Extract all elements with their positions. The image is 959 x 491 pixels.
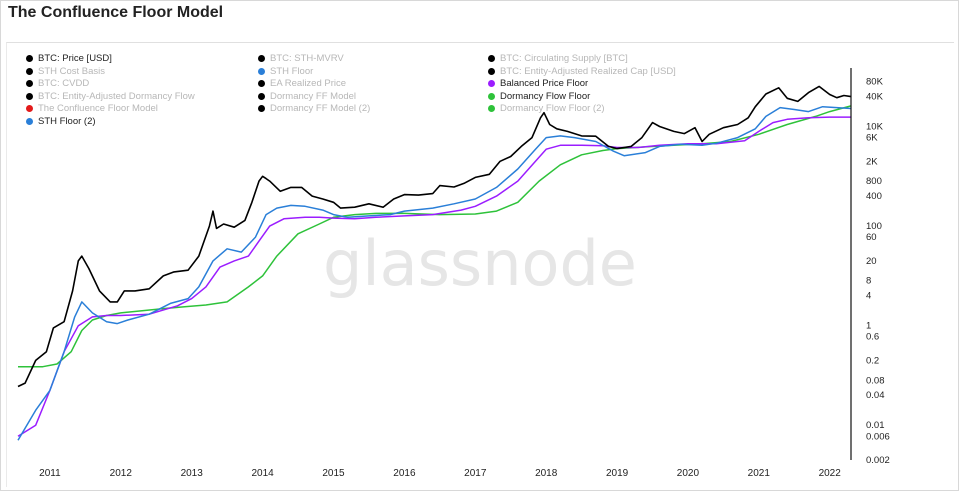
y-tick-label: 0.002 bbox=[866, 455, 890, 466]
legend-dot-icon bbox=[26, 92, 33, 100]
series-line-0 bbox=[17, 85, 852, 388]
series-line-1 bbox=[17, 116, 851, 437]
y-tick-label: 60 bbox=[866, 232, 877, 243]
legend-dot-icon bbox=[488, 55, 495, 62]
legend-label: Balanced Price Floor bbox=[500, 78, 589, 89]
legend-item[interactable]: Dormancy FF Model (2) bbox=[258, 103, 370, 114]
legend-label: BTC: Price [USD] bbox=[38, 53, 112, 64]
legend-label: STH Cost Basis bbox=[38, 65, 106, 77]
y-tick-label: 400 bbox=[866, 191, 882, 202]
legend-label: BTC: Entity-Adjusted Dormancy Flow bbox=[38, 90, 195, 102]
x-tick-label: 2019 bbox=[606, 468, 629, 479]
y-tick-label: 2K bbox=[866, 156, 878, 167]
x-tick-label: 2016 bbox=[393, 468, 416, 479]
legend-dot-icon bbox=[258, 67, 265, 75]
watermark: glassnode bbox=[323, 227, 637, 300]
legend-dot-icon bbox=[258, 92, 265, 100]
legend-dot-icon bbox=[26, 80, 33, 87]
legend-item[interactable]: BTC: STH-MVRV bbox=[258, 53, 344, 64]
legend-label: BTC: Circulating Supply [BTC] bbox=[500, 53, 628, 64]
x-tick-label: 2015 bbox=[322, 468, 345, 479]
y-tick-label: 80K bbox=[866, 77, 884, 88]
legend-dot-icon bbox=[26, 105, 33, 112]
legend-dot-icon bbox=[26, 67, 33, 75]
page-title: The Confluence Floor Model bbox=[8, 4, 224, 21]
legend-item[interactable]: EA Realized Price bbox=[258, 78, 346, 89]
x-tick-label: 2014 bbox=[251, 468, 274, 479]
legend-item[interactable]: Balanced Price Floor bbox=[488, 78, 588, 89]
legend-dot-icon bbox=[488, 92, 495, 100]
legend-label: The Confluence Floor Model bbox=[38, 103, 158, 114]
legend-item[interactable]: Dormancy Flow Floor bbox=[488, 91, 590, 102]
legend-label: BTC: CVDD bbox=[38, 78, 90, 89]
legend-item[interactable]: BTC: Price [USD] bbox=[26, 53, 112, 64]
legend-dot-icon bbox=[488, 67, 495, 75]
legend-label: STH Floor (2) bbox=[38, 115, 96, 127]
y-tick-label: 10K bbox=[866, 122, 884, 133]
legend-label: STH Floor bbox=[270, 65, 314, 77]
x-tick-label: 2013 bbox=[181, 468, 204, 479]
legend-label: EA Realized Price bbox=[270, 78, 347, 89]
legend-item[interactable]: STH Cost Basis bbox=[26, 66, 105, 77]
legend-label: Dormancy Flow Floor bbox=[500, 90, 591, 102]
legend-item[interactable]: BTC: Entity-Adjusted Dormancy Flow bbox=[26, 91, 195, 102]
x-tick-label: 2020 bbox=[677, 468, 700, 479]
legend-label: Dormancy Flow Floor (2) bbox=[500, 103, 605, 114]
legend-dot-icon bbox=[258, 55, 265, 62]
legend-label: Dormancy FF Model (2) bbox=[270, 103, 371, 114]
legend-item[interactable]: BTC: Circulating Supply [BTC] bbox=[488, 53, 628, 64]
legend-dot-icon bbox=[26, 117, 33, 125]
legend-item[interactable]: BTC: Entity-Adjusted Realized Cap [USD] bbox=[488, 66, 676, 77]
legend-dot-icon bbox=[258, 105, 265, 112]
y-tick-label: 0.2 bbox=[866, 355, 879, 366]
legend-item[interactable]: Dormancy Flow Floor (2) bbox=[488, 103, 605, 114]
y-tick-label: 6K bbox=[866, 133, 878, 144]
legend-label: BTC: Entity-Adjusted Realized Cap [USD] bbox=[500, 65, 676, 77]
y-tick-label: 8 bbox=[866, 276, 871, 287]
legend-item[interactable]: BTC: CVDD bbox=[26, 78, 89, 89]
x-tick-label: 2022 bbox=[819, 468, 842, 479]
chart-panel bbox=[6, 42, 954, 487]
y-tick-label: 0.04 bbox=[866, 390, 885, 401]
y-tick-label: 4 bbox=[866, 291, 871, 302]
legend-item[interactable]: STH Floor bbox=[258, 66, 313, 77]
x-tick-label: 2012 bbox=[110, 468, 133, 479]
x-tick-label: 2021 bbox=[748, 468, 771, 479]
legend-dot-icon bbox=[26, 55, 33, 62]
legend-item[interactable]: STH Floor (2) bbox=[26, 116, 96, 127]
legend-label: Dormancy FF Model bbox=[270, 90, 357, 102]
legend-dot-icon bbox=[258, 80, 265, 87]
series-line-3 bbox=[17, 105, 852, 441]
y-tick-label: 0.01 bbox=[866, 420, 885, 431]
legend-dot-icon bbox=[488, 80, 495, 87]
y-tick-label: 40K bbox=[866, 92, 884, 103]
y-tick-label: 100 bbox=[866, 221, 882, 232]
legend-item[interactable]: The Confluence Floor Model bbox=[26, 103, 158, 114]
y-tick-label: 800 bbox=[866, 176, 882, 187]
x-tick-label: 2018 bbox=[535, 468, 558, 479]
x-tick-label: 2017 bbox=[464, 468, 487, 479]
y-tick-label: 1 bbox=[866, 321, 871, 332]
chart-legend: BTC: Price [USD] BTC: STH-MVRV BTC: Circul… bbox=[26, 53, 746, 133]
legend-item[interactable]: Dormancy FF Model bbox=[258, 91, 356, 102]
y-tick-label: 0.006 bbox=[866, 431, 890, 442]
y-tick-label: 0.08 bbox=[866, 375, 885, 386]
y-tick-label: 20 bbox=[866, 256, 877, 267]
x-tick-label: 2011 bbox=[39, 468, 61, 479]
y-tick-label: 0.6 bbox=[866, 332, 879, 343]
legend-dot-icon bbox=[488, 105, 495, 112]
legend-label: BTC: STH-MVRV bbox=[270, 53, 344, 64]
